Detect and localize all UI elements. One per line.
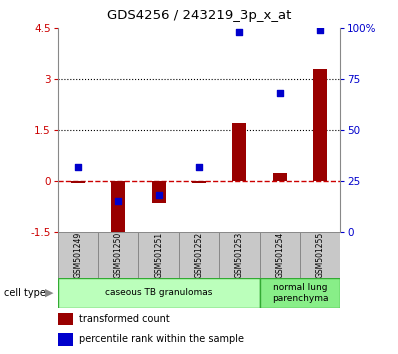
Bar bbox=[71, 181, 85, 183]
Text: GDS4256 / 243219_3p_x_at: GDS4256 / 243219_3p_x_at bbox=[107, 9, 291, 22]
Text: GSM501250: GSM501250 bbox=[114, 232, 123, 278]
Text: cell type: cell type bbox=[4, 288, 46, 298]
Text: normal lung
parenchyma: normal lung parenchyma bbox=[272, 283, 328, 303]
Point bbox=[196, 164, 202, 170]
Text: GSM501252: GSM501252 bbox=[195, 232, 203, 278]
Text: transformed count: transformed count bbox=[79, 314, 170, 324]
Point bbox=[75, 164, 81, 170]
Bar bbox=[232, 123, 246, 181]
Text: caseous TB granulomas: caseous TB granulomas bbox=[105, 289, 212, 297]
Point bbox=[156, 193, 162, 198]
FancyBboxPatch shape bbox=[58, 313, 73, 325]
Bar bbox=[273, 172, 287, 181]
Text: ▶: ▶ bbox=[45, 288, 54, 298]
Text: GSM501249: GSM501249 bbox=[73, 232, 82, 278]
Point bbox=[115, 199, 121, 204]
FancyBboxPatch shape bbox=[58, 278, 259, 308]
FancyBboxPatch shape bbox=[179, 232, 219, 278]
FancyBboxPatch shape bbox=[58, 333, 73, 346]
FancyBboxPatch shape bbox=[259, 232, 300, 278]
FancyBboxPatch shape bbox=[98, 232, 139, 278]
FancyBboxPatch shape bbox=[259, 278, 340, 308]
Text: percentile rank within the sample: percentile rank within the sample bbox=[79, 334, 244, 344]
Text: GSM501255: GSM501255 bbox=[316, 232, 325, 278]
Bar bbox=[192, 181, 206, 183]
Text: GSM501254: GSM501254 bbox=[275, 232, 284, 278]
FancyBboxPatch shape bbox=[58, 232, 98, 278]
Text: GSM501251: GSM501251 bbox=[154, 232, 163, 278]
Bar bbox=[111, 181, 125, 237]
Bar bbox=[152, 181, 166, 203]
FancyBboxPatch shape bbox=[139, 232, 179, 278]
FancyBboxPatch shape bbox=[219, 232, 259, 278]
Point bbox=[277, 91, 283, 96]
Text: GSM501253: GSM501253 bbox=[235, 232, 244, 278]
Bar bbox=[313, 69, 327, 181]
FancyBboxPatch shape bbox=[300, 232, 340, 278]
Point bbox=[317, 28, 323, 33]
Point bbox=[236, 30, 242, 35]
